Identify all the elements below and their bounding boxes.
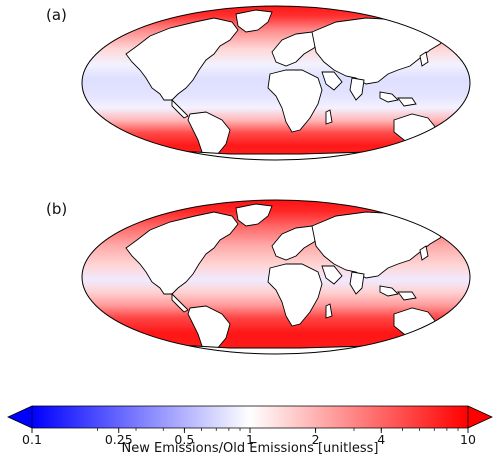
colorbar-tick-label: 2	[311, 432, 320, 447]
colorbar-tick-label: 1	[246, 432, 254, 447]
panel-label-a: (a)	[46, 6, 67, 24]
map-border-a	[81, 5, 471, 161]
colorbar	[7, 405, 493, 433]
map-panel-b	[81, 199, 471, 355]
panel-label-b: (b)	[46, 200, 68, 218]
colorbar-tick-label: 10	[460, 432, 476, 447]
colorbar-label: New Emissions/Old Emissions [unitless]	[121, 441, 379, 456]
map-panel-a	[81, 5, 471, 161]
colorbar-ticks	[31, 428, 469, 433]
colorbar-tick-label: 0.5	[174, 432, 195, 447]
colorbar-extend-high	[467, 405, 493, 429]
colorbar-tick-label: 4	[377, 432, 386, 447]
colorbar-tick-label: 0.25	[104, 432, 133, 447]
map-border-b	[81, 199, 471, 355]
colorbar-extend-low	[7, 405, 33, 429]
colorbar-gradient	[32, 406, 468, 428]
colorbar-tick-label: 0.1	[22, 432, 42, 447]
